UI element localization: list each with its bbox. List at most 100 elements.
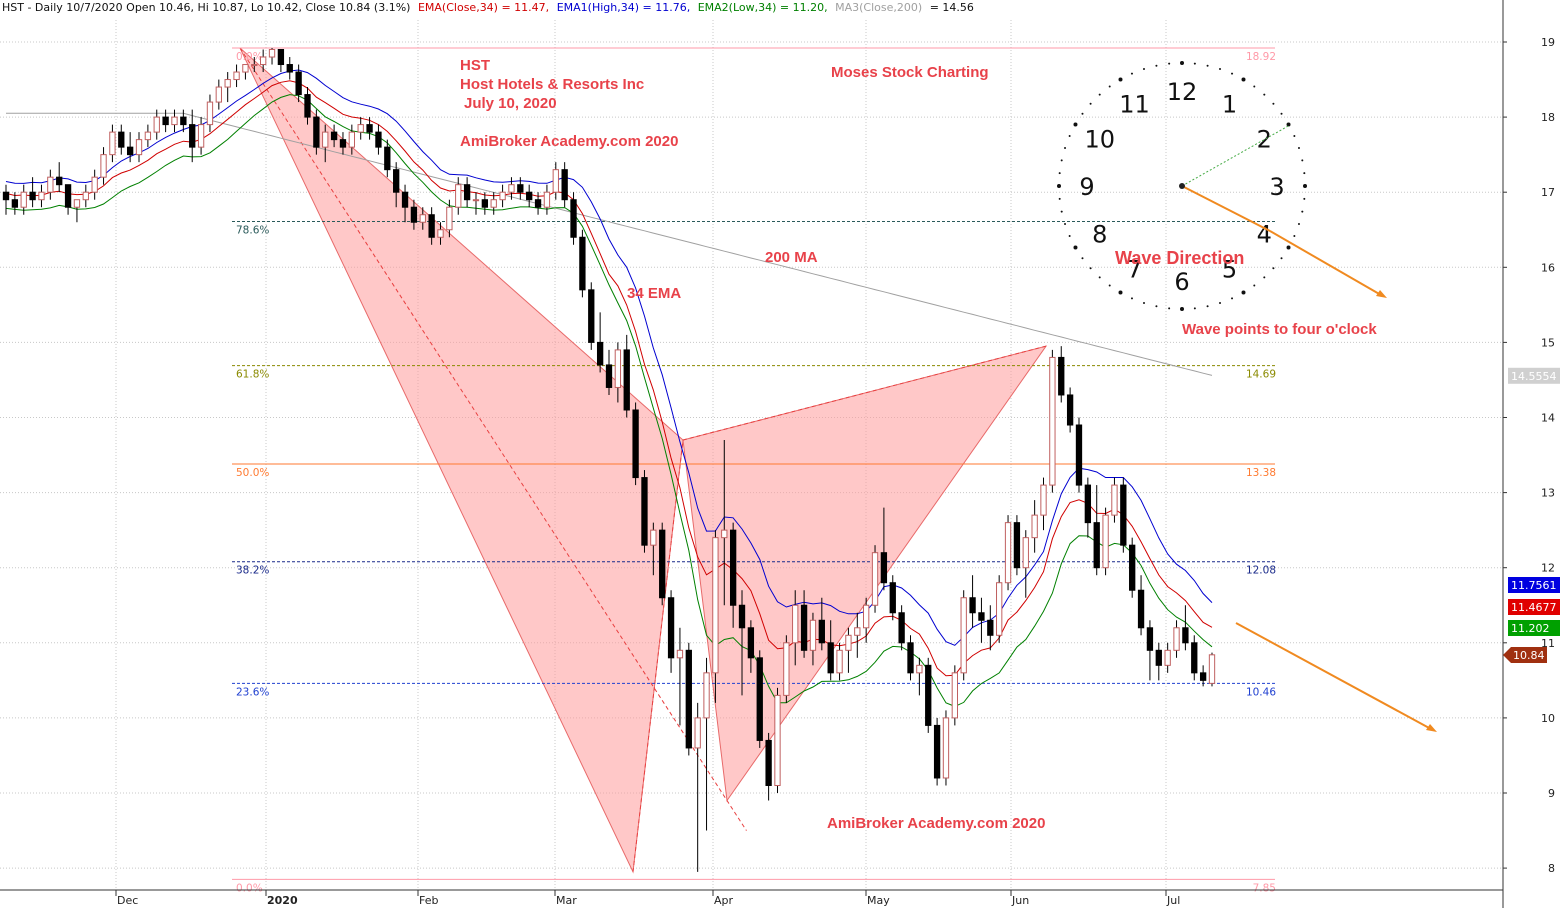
candle: [29, 177, 36, 208]
candle: [721, 440, 728, 606]
candle-body: [162, 116, 169, 126]
clock-tick: [1280, 257, 1283, 260]
price-tag-label: 11.202: [1511, 622, 1550, 635]
candle: [729, 522, 737, 628]
candle-body: [721, 529, 728, 539]
candle: [304, 87, 311, 125]
candle: [180, 109, 187, 133]
candle-body: [419, 214, 426, 223]
candle: [898, 605, 905, 651]
clock-tick: [1118, 77, 1123, 82]
candle-body: [277, 49, 285, 66]
candle: [854, 612, 861, 658]
candle-body: [1031, 514, 1038, 539]
candle: [109, 124, 116, 163]
candle: [118, 124, 125, 155]
y-tick-label: 13: [1541, 487, 1555, 500]
candle: [1146, 620, 1154, 681]
candle: [472, 192, 480, 215]
y-tick-label: 10: [1541, 712, 1555, 725]
candle: [933, 717, 941, 786]
candle-body: [1199, 672, 1207, 681]
candle-body: [472, 199, 480, 202]
clock-tick: [1272, 102, 1275, 105]
candle-body: [863, 604, 870, 629]
wave-arrow-upper: [1269, 230, 1387, 298]
ema34-label: 34 EMA: [627, 285, 681, 302]
candle-body: [729, 529, 737, 606]
candle-body: [738, 604, 746, 629]
price-tag-label: 11.7561: [1511, 579, 1557, 592]
clock-tick: [1108, 85, 1111, 88]
candle: [1013, 515, 1021, 576]
y-tick-label: 18: [1541, 111, 1555, 124]
candlesticks: [2, 48, 1216, 872]
candle: [1066, 387, 1074, 433]
price-tag: 10.84: [1503, 647, 1547, 663]
candle-body: [978, 612, 985, 621]
candle-body: [82, 191, 89, 201]
candle: [570, 192, 577, 245]
candle: [1031, 500, 1038, 553]
clock-tick: [1206, 305, 1209, 308]
pattern-diagonal: [239, 47, 747, 831]
candle: [880, 507, 888, 591]
candle-body: [854, 627, 861, 636]
candle-body: [1208, 654, 1216, 684]
candle-body: [765, 739, 772, 786]
fib-label: 61.8%: [236, 369, 269, 381]
candle-body: [1164, 649, 1171, 666]
clock-number: 1: [1222, 91, 1237, 119]
clock-tick: [1081, 112, 1084, 115]
candle: [1040, 477, 1047, 531]
candle-body: [1022, 537, 1029, 569]
candle-body: [712, 537, 719, 674]
candle: [1155, 642, 1162, 681]
candle-body: [659, 529, 666, 599]
candle-body: [286, 64, 293, 73]
time-axis: Dec 2020 Feb Mar Apr May Jun Jul: [115, 890, 1180, 907]
candle: [135, 132, 143, 163]
candle: [800, 590, 808, 658]
clock-tick: [1303, 197, 1306, 200]
candle: [588, 282, 595, 350]
candle-body: [676, 649, 684, 659]
candle: [747, 620, 755, 673]
candle: [969, 575, 976, 628]
clock-tick: [1303, 172, 1306, 175]
candle-body: [526, 191, 533, 201]
candle-body: [339, 139, 347, 148]
clock-number: 4: [1257, 221, 1272, 249]
clock-tick: [1193, 307, 1196, 310]
candle: [552, 162, 559, 200]
candle-body: [845, 634, 852, 651]
candle-body: [29, 191, 36, 201]
price-tag: 14.5554: [1508, 367, 1560, 384]
candle-body: [907, 642, 914, 674]
candle-body: [774, 694, 781, 786]
candle: [38, 184, 45, 208]
price-tag-label: 11.4677: [1511, 601, 1557, 614]
clock-number: 8: [1092, 221, 1107, 249]
clock-tick: [1108, 284, 1111, 287]
price-tag: 11.7561: [1508, 577, 1560, 593]
candle-body: [38, 191, 45, 201]
clock-tick: [1130, 72, 1133, 75]
fib-value: 14.69: [1246, 369, 1276, 381]
candle: [1137, 575, 1145, 636]
candle: [286, 57, 293, 80]
clock-tick: [1081, 257, 1084, 260]
y-tick-label: 16: [1541, 261, 1555, 274]
candle: [1102, 507, 1109, 576]
candle-body: [47, 176, 54, 193]
clock-tick: [1263, 276, 1266, 279]
candle-body: [1093, 522, 1100, 569]
candle-body: [987, 619, 994, 636]
candle-body: [1120, 484, 1127, 546]
candle-body: [614, 349, 622, 388]
clock-tick: [1068, 134, 1071, 137]
fib-value: 10.46: [1246, 686, 1276, 698]
candle: [215, 79, 222, 110]
candle-body: [889, 582, 896, 614]
y-tick-label: 19: [1541, 36, 1555, 49]
